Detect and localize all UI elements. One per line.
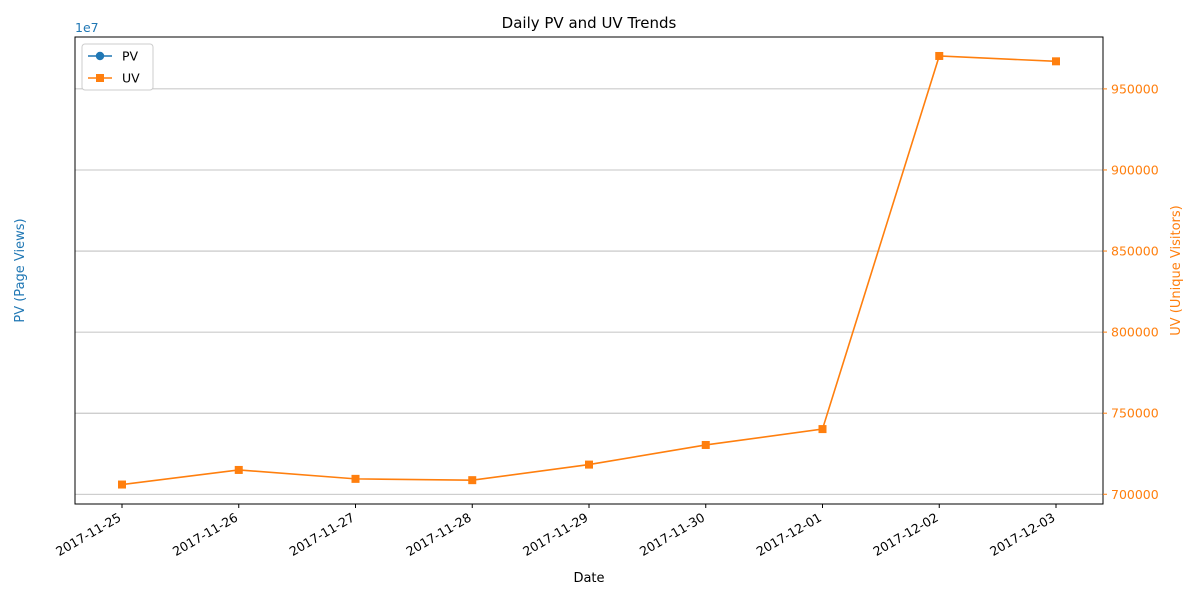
y-right-tick-label: 950000 xyxy=(1111,81,1159,96)
legend-marker-uv xyxy=(96,74,104,82)
legend-label-uv: UV xyxy=(122,71,140,86)
series-layer xyxy=(118,51,1060,489)
series-point-uv xyxy=(701,440,710,449)
chart-title: Daily PV and UV Trends xyxy=(502,14,677,32)
y-right-tick-label: 850000 xyxy=(1111,244,1159,259)
y-right-tick-label: 900000 xyxy=(1111,162,1159,177)
series-point-uv xyxy=(935,51,944,60)
legend-marker-pv xyxy=(95,51,105,61)
series-point-uv xyxy=(818,425,827,434)
y-right-tick-label: 750000 xyxy=(1111,406,1159,421)
y-right-axis-label: UV (Unique Visitors) xyxy=(1169,205,1184,335)
series-point-uv xyxy=(351,474,360,483)
series-point-uv xyxy=(118,480,126,489)
series-point-uv xyxy=(585,460,593,469)
series-point-uv xyxy=(234,465,243,474)
x-axis-label: Date xyxy=(573,571,604,586)
y-right-tick-label: 800000 xyxy=(1111,325,1159,340)
series-point-uv xyxy=(1052,57,1060,66)
legend: PV UV xyxy=(81,43,154,91)
gridlines xyxy=(75,88,1103,495)
y-right-tick-label: 700000 xyxy=(1111,487,1159,502)
series-point-uv xyxy=(468,476,477,485)
legend-label-pv: PV xyxy=(122,49,139,64)
y-left-axis-label: PV (Page Views) xyxy=(13,218,28,322)
legend-box xyxy=(81,43,154,91)
y-left-offset-label: 1e7 xyxy=(75,20,99,35)
